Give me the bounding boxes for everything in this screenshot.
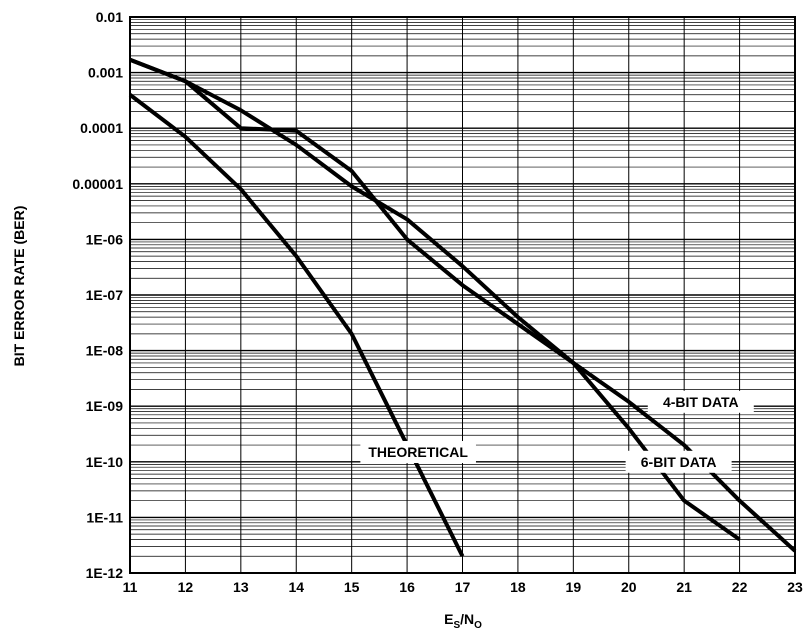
y-tick-label: 1E-10 — [86, 454, 124, 470]
series-labels: THEORETICAL 6-BIT DATA 4-BIT DATA — [360, 390, 754, 473]
plot-frame — [129, 16, 796, 574]
x-axis-title-sub1: S — [453, 620, 460, 631]
y-tick-label: 1E-09 — [86, 398, 124, 414]
y-axis-title: BIT ERROR RATE (BER) — [11, 206, 27, 367]
y-tick-label: 0.00001 — [72, 176, 123, 192]
x-tick-label: 21 — [676, 579, 692, 595]
x-tick-label: 20 — [621, 579, 637, 595]
series-label-2: 4-BIT DATA — [647, 390, 754, 413]
plot-grid — [130, 17, 795, 573]
series-line-1 — [129, 57, 741, 542]
series-label-text: THEORETICAL — [368, 444, 468, 460]
x-axis-title-main: E — [444, 611, 453, 627]
series-label-box — [647, 390, 754, 413]
x-tick-label: 13 — [233, 579, 249, 595]
series-label-box — [360, 441, 476, 464]
x-tick-label: 23 — [787, 579, 803, 595]
x-axis-title-sub2: O — [474, 620, 482, 631]
y-tick-label: 0.001 — [88, 65, 123, 81]
x-tick-label: 15 — [344, 579, 360, 595]
series-label-text: 6-BIT DATA — [641, 454, 717, 470]
series-label-1: 6-BIT DATA — [625, 450, 732, 473]
y-tick-label: 1E-11 — [86, 509, 123, 525]
x-tick-label: 17 — [455, 579, 471, 595]
y-tick-label: 1E-08 — [86, 343, 124, 359]
y-tick-label: 0.0001 — [80, 120, 123, 136]
y-tick-label: 1E-06 — [86, 231, 124, 247]
y-tick-labels: 0.01 0.001 0.0001 0.00001 1E-06 1E-07 1E-08 1E-… — [72, 9, 123, 581]
series-line-2 — [129, 57, 797, 553]
series-label-box — [625, 450, 732, 473]
y-tick-label: 0.01 — [96, 9, 123, 25]
series-label-0: THEORETICAL — [360, 441, 476, 464]
x-tick-label: 11 — [123, 579, 138, 595]
x-axis-title-sep: /N — [460, 611, 474, 627]
x-tick-label: 12 — [178, 579, 194, 595]
y-tick-label: 1E-12 — [86, 565, 124, 581]
series-label-text: 4-BIT DATA — [663, 394, 739, 410]
y-tick-label: 1E-07 — [86, 287, 124, 303]
x-axis-title: ES/NO — [444, 611, 482, 631]
x-tick-labels: 11 12 13 14 15 16 17 18 19 20 21 22 23 — [123, 579, 803, 595]
x-tick-label: 14 — [288, 579, 304, 595]
x-tick-label: 16 — [399, 579, 415, 595]
x-tick-label: 19 — [566, 579, 582, 595]
x-tick-label: 22 — [732, 579, 748, 595]
x-tick-label: 18 — [510, 579, 526, 595]
